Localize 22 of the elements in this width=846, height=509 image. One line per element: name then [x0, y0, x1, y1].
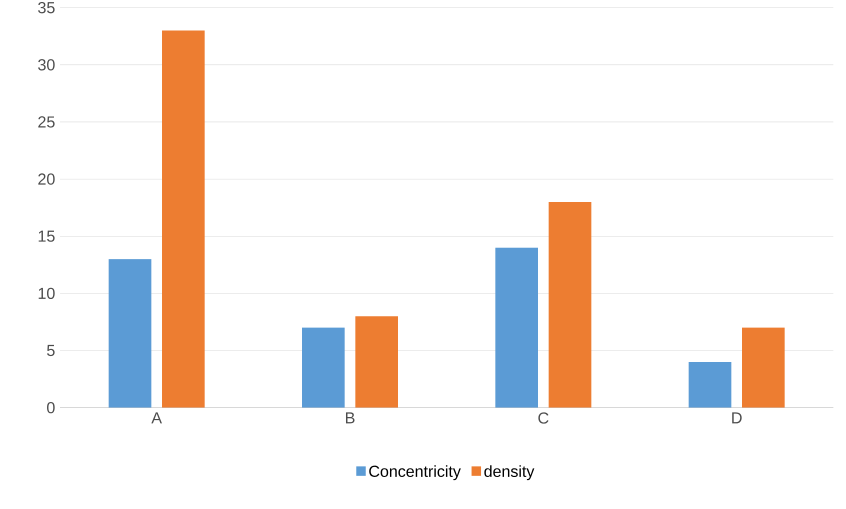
bar — [742, 328, 785, 408]
y-tick-label: 10 — [38, 288, 55, 300]
y-tick-label: 15 — [38, 230, 55, 242]
bar — [548, 202, 592, 408]
y-tick-label: 20 — [38, 173, 55, 185]
y-tick-label: 0 — [47, 402, 55, 414]
legend-label: Concentricity — [369, 465, 461, 480]
bar — [108, 259, 152, 408]
bar — [355, 316, 398, 408]
bar — [688, 362, 732, 408]
bar — [302, 328, 345, 408]
x-tick-label: C — [538, 412, 548, 424]
bar — [162, 30, 205, 408]
bar — [495, 248, 538, 408]
y-tick-label: 35 — [38, 2, 55, 14]
y-tick-label: 25 — [38, 116, 55, 128]
x-tick-label: D — [732, 412, 742, 424]
x-tick-label: A — [151, 412, 162, 424]
x-tick-label: B — [346, 412, 354, 424]
y-tick-label: 5 — [47, 344, 55, 356]
y-tick-label: 30 — [38, 59, 55, 70]
legend-label: density — [484, 465, 534, 480]
